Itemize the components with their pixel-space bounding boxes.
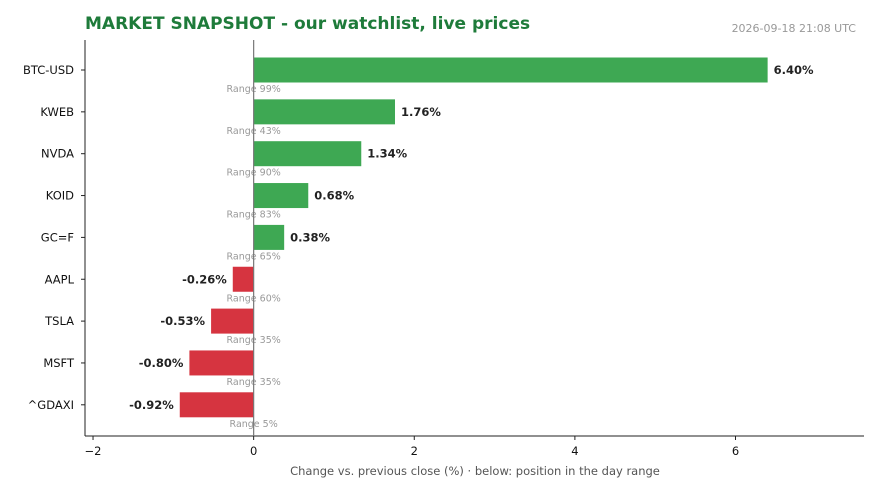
x-tick-label: 0: [250, 444, 257, 458]
value-label: 6.40%: [774, 63, 814, 77]
y-tick-label: ^GDAXI: [28, 398, 74, 412]
value-label: -0.80%: [139, 356, 184, 370]
bar-msft: [189, 350, 254, 376]
value-label: -0.92%: [129, 398, 174, 412]
bar-nvda: [253, 141, 362, 167]
x-tick-label: −2: [85, 444, 102, 458]
bar-aapl: [232, 266, 254, 292]
value-label: -0.26%: [182, 272, 227, 286]
value-label: 0.68%: [314, 189, 354, 203]
y-tick-label: KOID: [46, 189, 74, 203]
y-tick-label: TSLA: [44, 314, 74, 328]
timestamp: 2026-09-18 21:08 UTC: [731, 22, 856, 35]
value-label: -0.53%: [160, 314, 205, 328]
bar-kweb: [253, 99, 395, 125]
bar-tsla: [211, 308, 254, 334]
x-tick-label: 6: [732, 444, 739, 458]
y-tick-label: GC=F: [41, 230, 74, 244]
y-tick-label: NVDA: [41, 147, 74, 161]
x-tick-label: 4: [571, 444, 578, 458]
y-tick-label: BTC-USD: [23, 63, 74, 77]
bar-btc-usd: [253, 57, 768, 83]
x-tick-label: 2: [411, 444, 418, 458]
x-axis-label: Change vs. previous close (%) · below: p…: [290, 464, 660, 478]
value-label: 1.76%: [401, 105, 441, 119]
value-label: 0.38%: [290, 230, 330, 244]
chart-title: MARKET SNAPSHOT - our watchlist, live pr…: [85, 14, 531, 34]
bar-koid: [253, 183, 309, 209]
y-tick-label: AAPL: [45, 272, 75, 286]
y-tick-label: MSFT: [43, 356, 75, 370]
bar-gc-f: [253, 224, 285, 250]
bar--gdaxi: [179, 392, 254, 418]
y-tick-label: KWEB: [40, 105, 74, 119]
value-label: 1.34%: [367, 147, 407, 161]
